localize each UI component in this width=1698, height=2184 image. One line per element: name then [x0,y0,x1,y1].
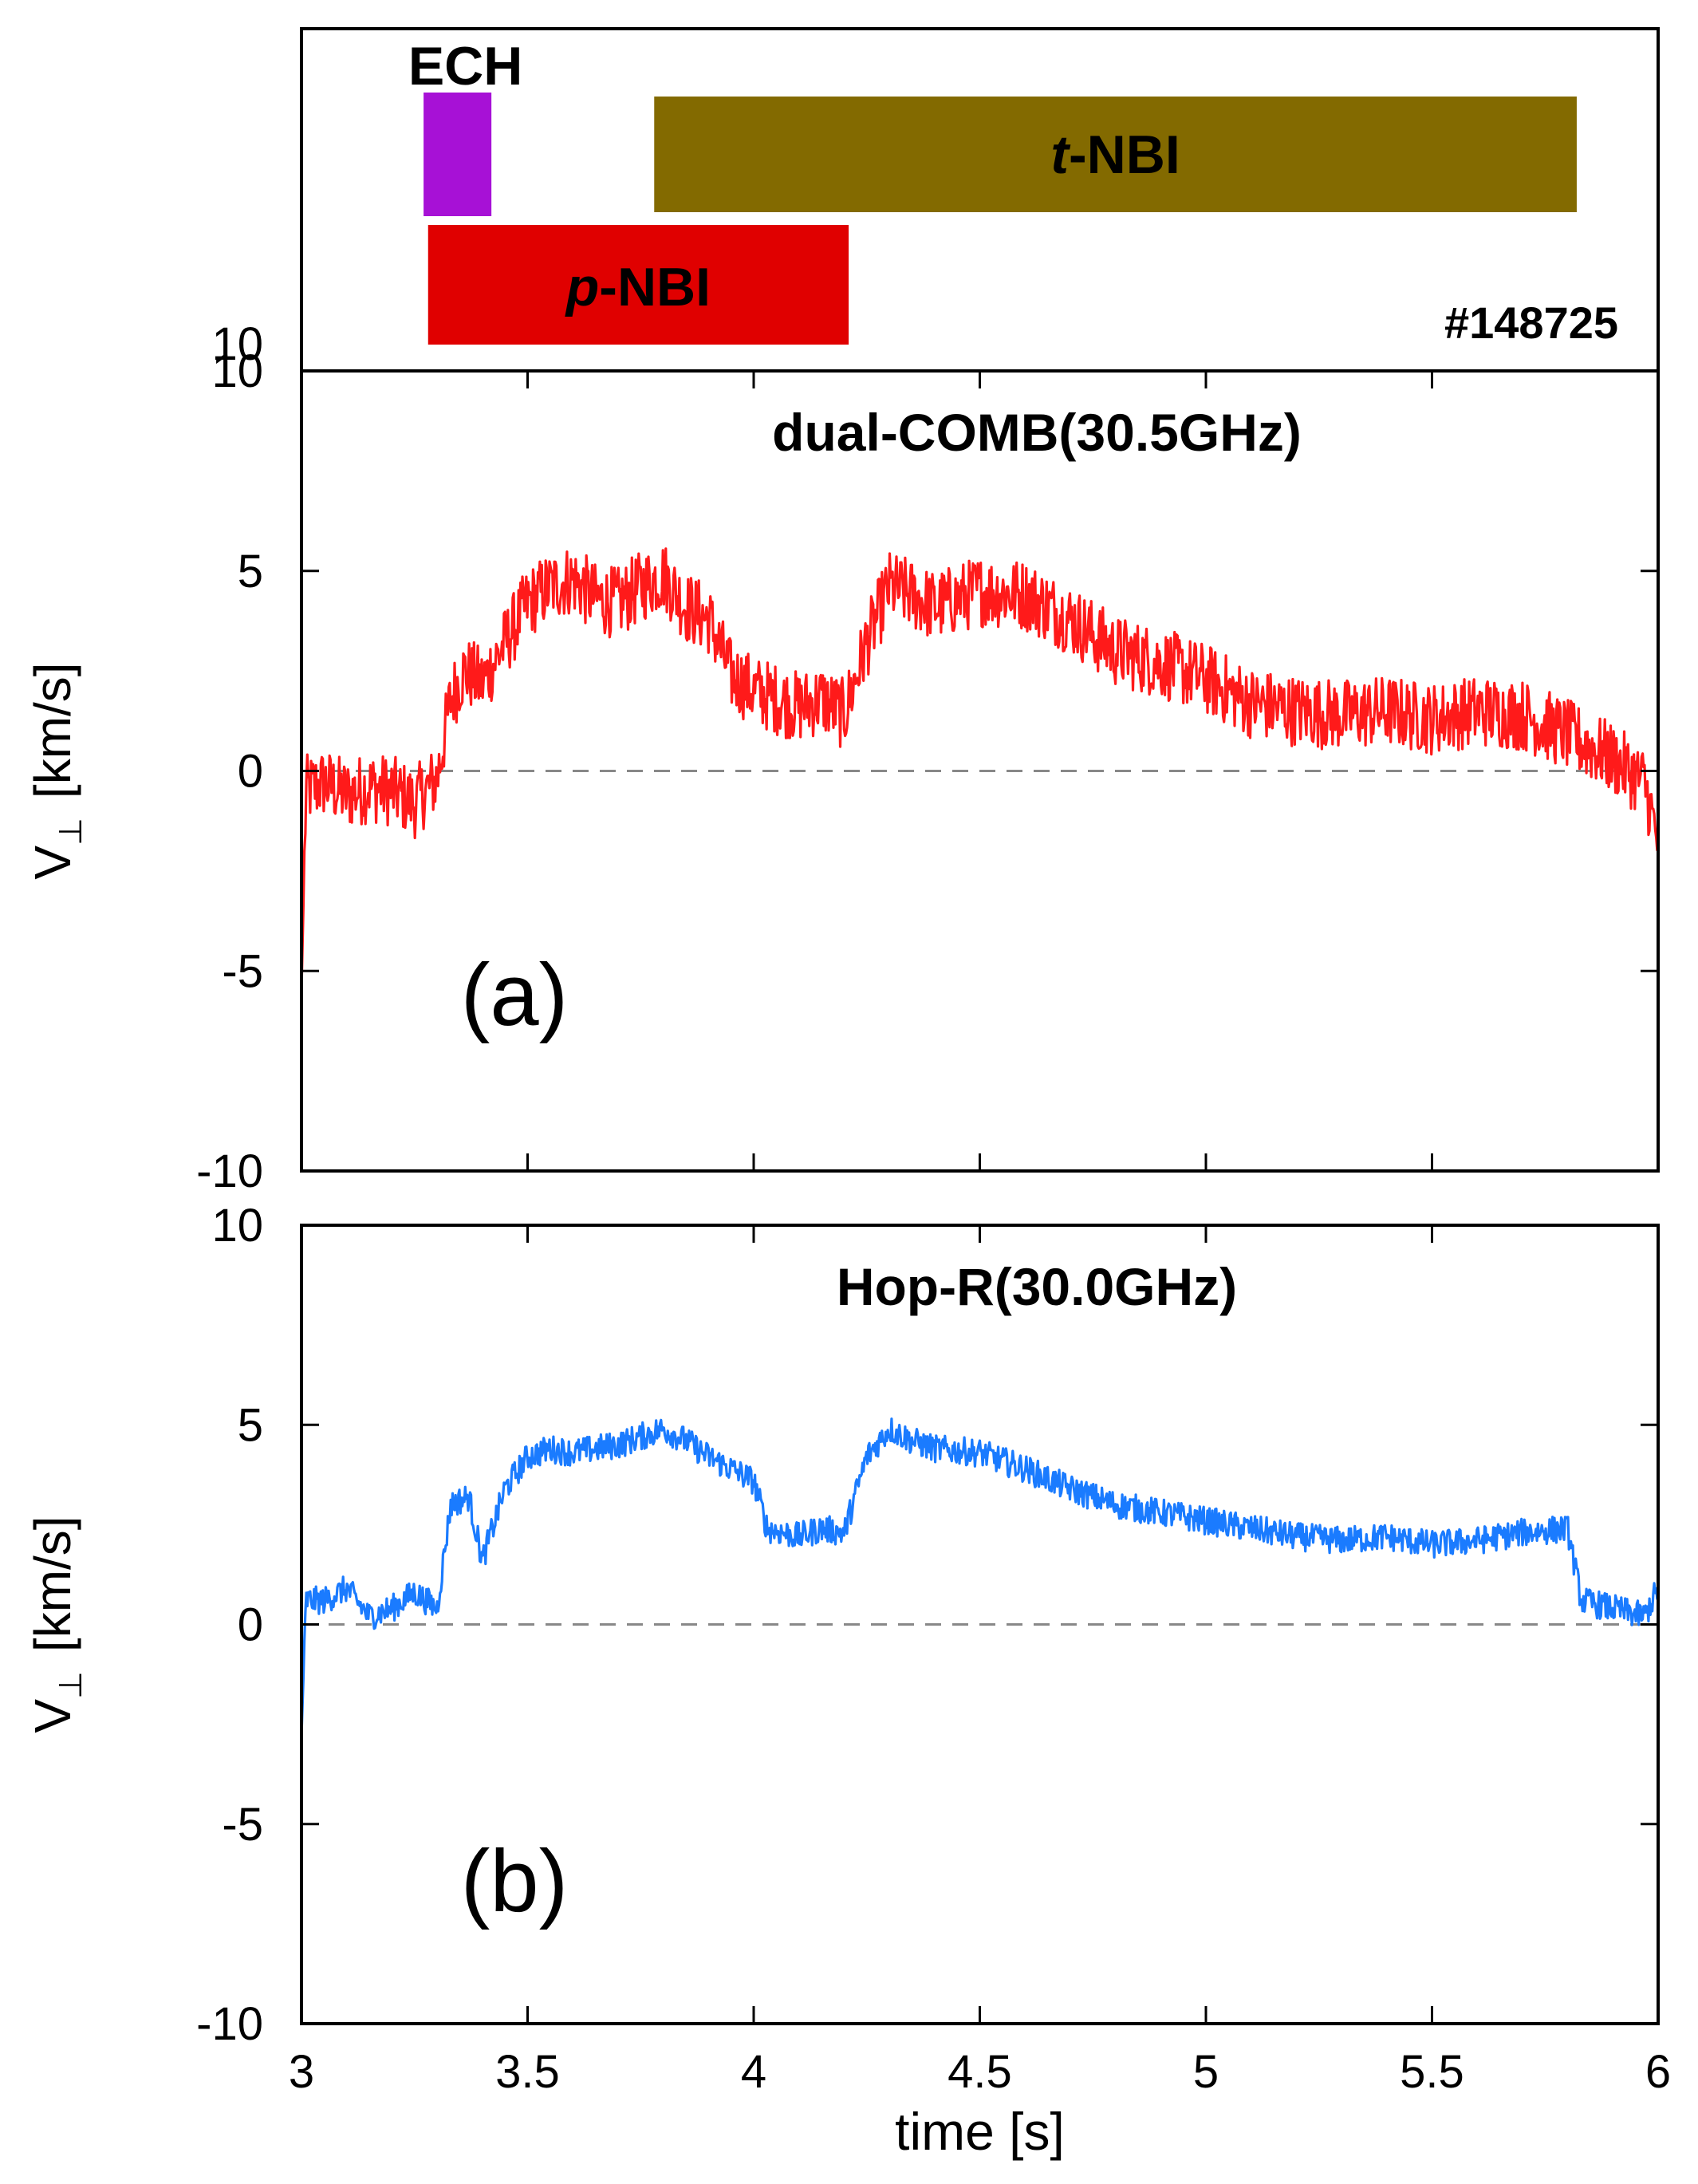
panel-a-dual-comb: dual-COMB(30.5GHz) (a) -10 -5 0 5 10 V⊥ [km/s… [24,345,1660,1197]
heating-timeline-panel: ECH p-NBI t-NBI #148725 10 [211,27,1660,373]
tnbi-bar [654,97,1577,212]
ytick-label-a-4: 10 [211,345,263,397]
ytick-label-b-4: 10 [211,1200,263,1252]
tnbi-label-rest: -NBI [1069,124,1180,185]
panel-a-series-line [300,547,1660,991]
panel-b-y-axis-label: V⊥ [km/s] [24,1516,89,1733]
panel-a-ylabel-main: V [24,846,81,880]
panel-b-ylabel-unit: [km/s] [24,1516,81,1652]
panel-a-y-ticks: -10 -5 0 5 10 [196,345,1658,1197]
panel-b-frame [300,1224,1660,2025]
xtick-label-5: 5.5 [1400,2046,1464,2098]
panel-b-x-tick-labels: 3 3.5 4 4.5 5 5.5 6 [289,2046,1671,2098]
panel-b-ylabel-main: V [24,1699,81,1733]
xtick-label-2: 4 [741,2046,766,2098]
ytick-label-a-0: -10 [196,1145,263,1197]
pnbi-label-italic: p [565,257,600,317]
ytick-label-a-2: 0 [238,746,263,798]
xtick-label-0: 3 [289,2046,314,2098]
panel-b-series-line [300,1417,1660,1737]
ytick-label-b-2: 0 [238,1599,263,1651]
panel-a-label: (a) [461,946,568,1044]
ytick-label-b-1: -5 [222,1799,263,1851]
x-axis-label: time [s] [895,2102,1065,2161]
ytick-label-a-1: -5 [222,945,263,997]
panel-b-title: Hop-R(30.0GHz) [837,1257,1237,1316]
panel-a-ylabel-unit: [km/s] [24,662,81,798]
ech-label: ECH [408,36,523,97]
tnbi-label-italic: t [1050,124,1070,185]
xtick-label-4: 5 [1193,2046,1219,2098]
xtick-label-1: 3.5 [495,2046,560,2098]
tnbi-label: t-NBI [1050,124,1180,185]
xtick-label-3: 4.5 [947,2046,1012,2098]
ytick-label-b-0: -10 [196,1998,263,2050]
ech-bar [424,93,492,216]
panel-b-hop-r: Hop-R(30.0GHz) (b) -10 -5 0 5 10 3 3.5 4 4.5 5 5.… [24,1200,1671,2161]
pnbi-bar [427,225,849,345]
ytick-label-b-3: 5 [238,1399,263,1451]
panel-a-y-axis-label: V⊥ [km/s] [24,662,89,879]
ytick-label-a-3: 5 [238,546,263,597]
panel-b-label: (b) [461,1832,568,1930]
panel-a-ylabel-sub: ⊥ [53,818,89,846]
heating-panel-y-value-10: 10 [211,318,263,370]
panel-a-title: dual-COMB(30.5GHz) [772,403,1302,462]
panel-a-frame [300,369,1660,1173]
pnbi-label-rest: -NBI [599,257,711,317]
shot-number-label: #148725 [1444,298,1618,348]
xtick-label-6: 6 [1645,2046,1671,2098]
pnbi-label: p-NBI [565,257,711,317]
panel-b-ylabel-sub: ⊥ [53,1671,89,1699]
